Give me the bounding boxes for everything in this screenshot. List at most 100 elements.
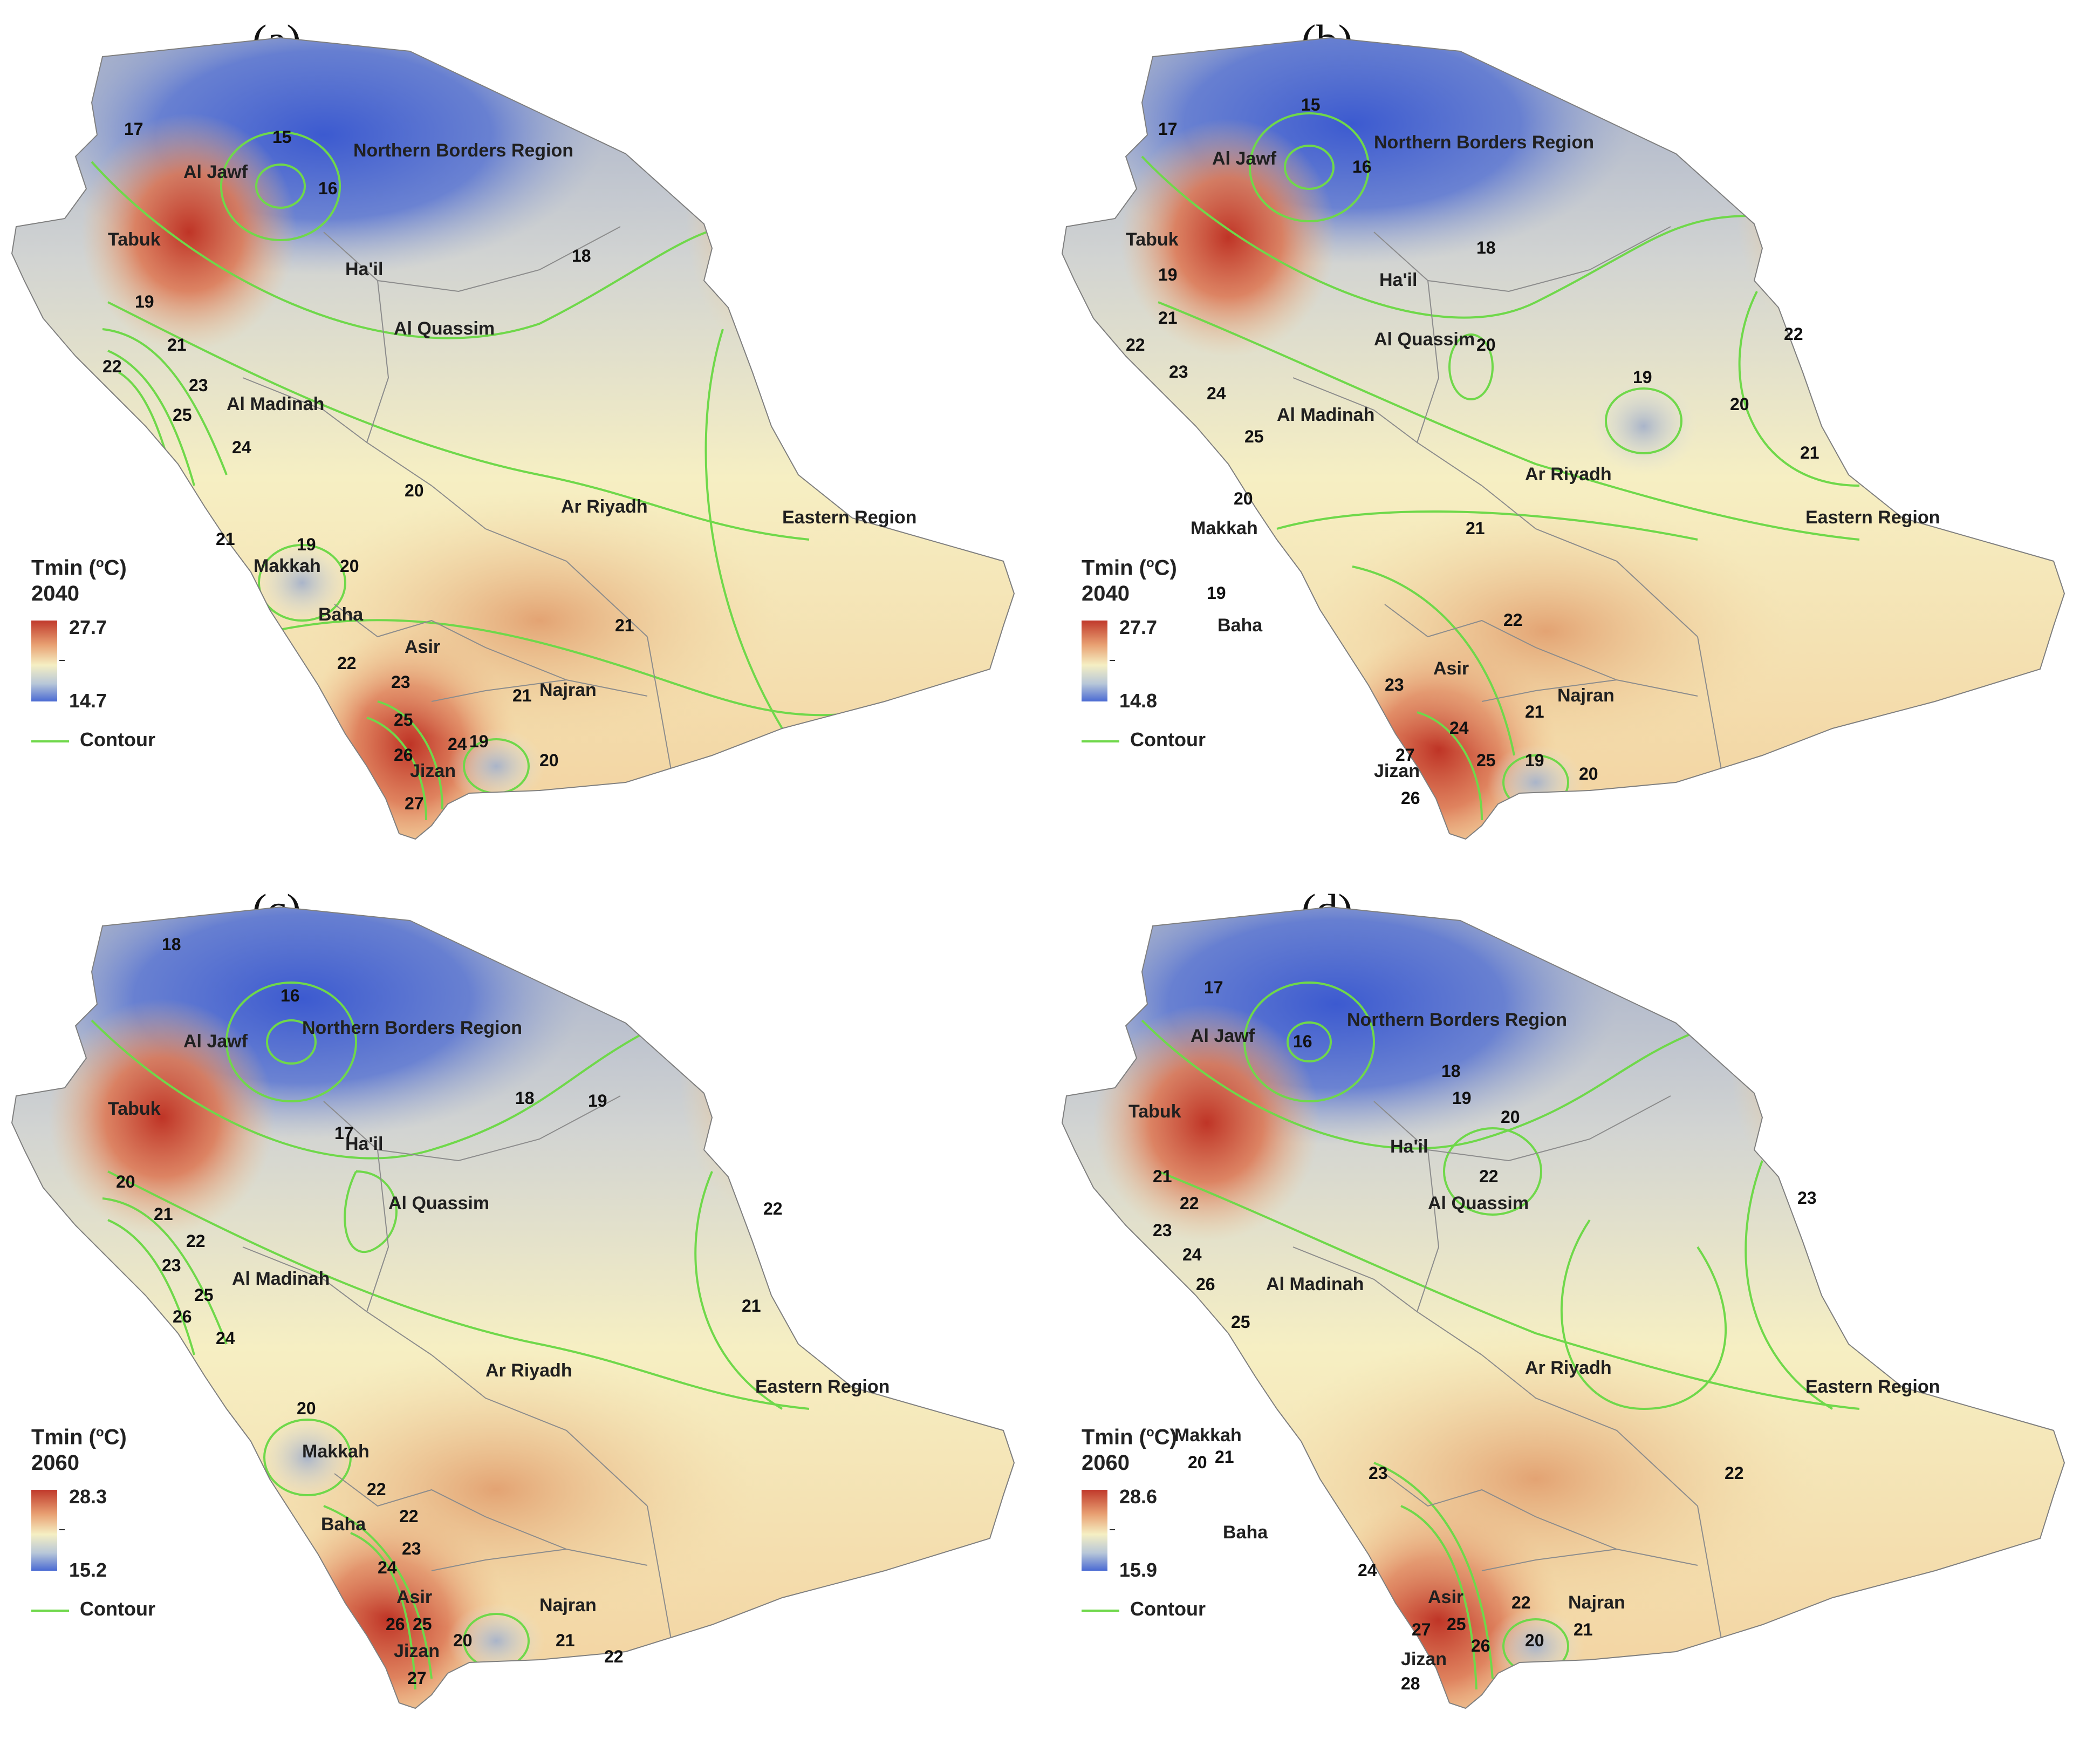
contour-label: 21 bbox=[1215, 1447, 1234, 1467]
contour-label: 24 bbox=[1207, 384, 1226, 403]
legend-contour-label: Contour bbox=[80, 728, 155, 751]
contour-label: 16 bbox=[1293, 1032, 1312, 1051]
label-al-quassim: Al Quassim bbox=[388, 1193, 489, 1214]
region-labels: Northern Borders Region Al Jawf Tabuk Ha… bbox=[108, 1018, 890, 1661]
label-eastern: Eastern Region bbox=[1805, 507, 1940, 528]
warm-zone-coast bbox=[1735, 70, 1876, 329]
label-tabuk: Tabuk bbox=[1126, 229, 1179, 250]
contour-label: 21 bbox=[1574, 1620, 1593, 1639]
label-makkah: Makkah bbox=[1174, 1425, 1242, 1446]
legend-contour-line bbox=[31, 740, 69, 742]
warm-zone bbox=[1304, 502, 1789, 761]
contour-label: 20 bbox=[1730, 394, 1749, 414]
contour-label: 20 bbox=[539, 751, 559, 770]
label-makkah: Makkah bbox=[302, 1441, 370, 1462]
contour-label: 17 bbox=[1204, 978, 1223, 997]
legend-min: 14.7 bbox=[69, 690, 107, 712]
warm-zone bbox=[237, 1349, 755, 1630]
region-labels: Northern Borders Region Al Jawf Tabuk Ha… bbox=[1126, 132, 1940, 781]
contour-label: 20 bbox=[297, 1399, 316, 1418]
contour-label: 24 bbox=[1449, 718, 1469, 738]
contour-label: 21 bbox=[1466, 519, 1485, 538]
label-northern-borders: Northern Borders Region bbox=[1347, 1010, 1567, 1030]
label-najran: Najran bbox=[1557, 685, 1615, 706]
legend-year: 2060 bbox=[31, 1451, 79, 1475]
legend-contour-label: Contour bbox=[1130, 728, 1206, 751]
contour-label: 22 bbox=[1511, 1593, 1531, 1612]
label-ar-riyadh: Ar Riyadh bbox=[561, 496, 648, 517]
contour-label: 20 bbox=[405, 481, 424, 500]
map: Northern Borders Region Al Jawf Tabuk Ha… bbox=[11, 37, 1015, 840]
label-najran: Najran bbox=[539, 1595, 597, 1616]
label-ar-riyadh: Ar Riyadh bbox=[1525, 1358, 1612, 1378]
contour-labels: 16 18 18 19 17 20 21 22 23 25 26 24 22 2… bbox=[116, 935, 783, 1688]
region-labels: Northern Borders Region Al Jawf Tabuk Ha… bbox=[1128, 1010, 1940, 1669]
contour-label: 28 bbox=[1401, 1674, 1420, 1693]
contour-label: 22 bbox=[1126, 335, 1145, 355]
contour-label: 25 bbox=[194, 1285, 214, 1305]
contour-label: 21 bbox=[167, 335, 187, 355]
contour-label: 21 bbox=[1800, 443, 1819, 462]
hot-zone-west bbox=[1093, 1004, 1320, 1242]
contour-label: 22 bbox=[367, 1480, 386, 1499]
contour-label: 20 bbox=[340, 556, 359, 576]
contour-label: 20 bbox=[1234, 489, 1253, 508]
label-najran: Najran bbox=[539, 680, 597, 700]
legend-colorbar bbox=[1082, 1490, 1107, 1571]
contour-label: 20 bbox=[453, 1631, 473, 1650]
label-eastern: Eastern Region bbox=[1805, 1376, 1940, 1397]
contour-label: 22 bbox=[604, 1647, 624, 1666]
contour-label: 15 bbox=[1301, 95, 1321, 114]
contour-label: 21 bbox=[742, 1296, 761, 1316]
legend-title: Tmin (oC) bbox=[31, 1425, 127, 1449]
label-asir: Asir bbox=[1428, 1587, 1463, 1607]
contour-label: 26 bbox=[394, 745, 413, 765]
contour-label: 23 bbox=[1385, 675, 1404, 694]
contour-label: 25 bbox=[1244, 427, 1264, 446]
legend-contour-line bbox=[1082, 1610, 1119, 1612]
label-northern-borders: Northern Borders Region bbox=[1374, 132, 1594, 153]
contour-label: 21 bbox=[1525, 702, 1544, 721]
label-jizan: Jizan bbox=[1401, 1649, 1447, 1669]
contour-label: 17 bbox=[124, 119, 143, 139]
contour-label: 19 bbox=[469, 732, 489, 751]
map: Northern Borders Region Al Jawf Tabuk Ha… bbox=[1062, 907, 2065, 1709]
panel-d: (d) bbox=[1050, 869, 2100, 1738]
contour-label: 24 bbox=[448, 734, 467, 754]
legend-max: 27.7 bbox=[69, 616, 107, 638]
label-hail: Ha'il bbox=[345, 259, 383, 280]
legend-max: 27.7 bbox=[1119, 616, 1158, 638]
legend-max: 28.6 bbox=[1119, 1485, 1158, 1508]
contour-label: 20 bbox=[116, 1172, 135, 1191]
hot-zone-west bbox=[49, 999, 275, 1236]
contour-label: 18 bbox=[1476, 238, 1496, 257]
warm-zone-coast bbox=[685, 65, 815, 345]
contour-label: 25 bbox=[394, 710, 413, 730]
label-jizan: Jizan bbox=[410, 761, 456, 781]
contour-label: 22 bbox=[1180, 1194, 1199, 1213]
label-tabuk: Tabuk bbox=[108, 1099, 161, 1119]
contour-label: 27 bbox=[407, 1668, 427, 1688]
legend-tick bbox=[1110, 660, 1115, 661]
label-asir: Asir bbox=[405, 637, 440, 657]
label-al-madinah: Al Madinah bbox=[1277, 405, 1374, 425]
panel-b: (b) bbox=[1050, 0, 2100, 869]
legend-title: Tmin (oC) bbox=[31, 556, 127, 580]
legend-title: Tmin (oC) bbox=[1082, 1425, 1177, 1449]
contour-label: 25 bbox=[1447, 1614, 1466, 1634]
contour-label: 19 bbox=[1525, 751, 1544, 770]
legend-min: 14.8 bbox=[1119, 690, 1158, 712]
region-boundaries bbox=[242, 226, 675, 788]
contour-label: 21 bbox=[615, 616, 634, 635]
label-al-jawf: Al Jawf bbox=[1212, 148, 1277, 169]
legend-contour-line bbox=[1082, 740, 1119, 742]
cool-zone-riyadh bbox=[1590, 378, 1698, 475]
contour-label: 22 bbox=[399, 1507, 419, 1526]
label-ar-riyadh: Ar Riyadh bbox=[1525, 464, 1612, 485]
contour-label: 22 bbox=[337, 653, 357, 673]
contour-label: 22 bbox=[1503, 610, 1523, 630]
legend-tick bbox=[1110, 1529, 1115, 1530]
contour-label: 24 bbox=[378, 1558, 397, 1577]
label-al-jawf: Al Jawf bbox=[183, 1031, 248, 1052]
